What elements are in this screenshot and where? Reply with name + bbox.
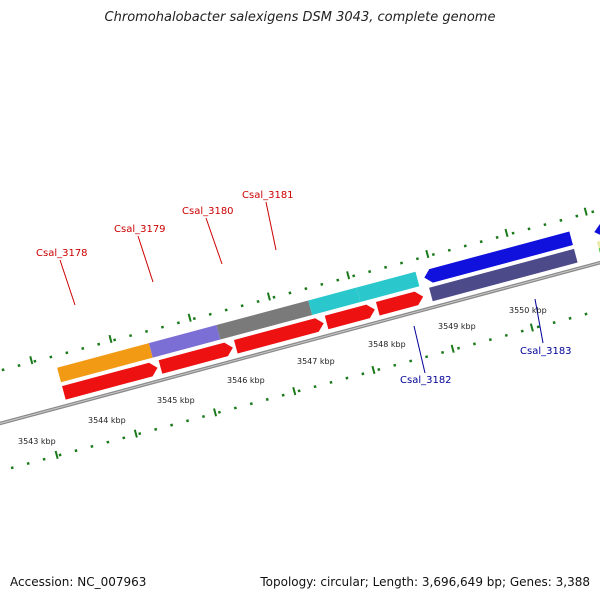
leader-csal-3178 xyxy=(59,259,76,306)
gene-label-csal-3179[interactable]: Csal_3179 xyxy=(114,224,166,235)
outer-major-tick xyxy=(504,228,509,237)
leader-csal-3183 xyxy=(534,298,544,344)
inner-major-tick xyxy=(292,387,297,396)
ruler-label: 3543 kbp xyxy=(18,437,56,446)
inner-major-tick xyxy=(529,323,534,332)
gene-csal-3183-arrow xyxy=(594,210,600,237)
gene-purple-block xyxy=(148,325,221,358)
gene-labels: Csal_3178 Csal_3179 Csal_3180 Csal_3181 … xyxy=(36,190,572,386)
genome-stats-text: Topology: circular; Length: 3,696,649 bp… xyxy=(260,575,590,589)
leader-csal-3182 xyxy=(413,325,426,374)
leader-csal-3181 xyxy=(265,201,277,251)
outer-tick-row xyxy=(0,158,600,389)
outer-major-tick xyxy=(425,249,430,259)
genome-backbone xyxy=(0,207,600,439)
reverse-gene-row xyxy=(424,210,600,302)
ruler-label: 3547 kbp xyxy=(297,357,335,366)
forward-gene-row xyxy=(57,271,424,400)
ruler-label: 3545 kbp xyxy=(157,396,195,405)
gene-csal-3180-block xyxy=(308,287,361,315)
gene-csal-3182-dark-block xyxy=(429,248,578,302)
ruler-label: 3550 kbp xyxy=(509,306,547,315)
map-title: Chromohalobacter salexigens DSM 3043, co… xyxy=(104,10,496,25)
outer-major-tick xyxy=(266,292,271,301)
gene-label-csal-3180[interactable]: Csal_3180 xyxy=(182,206,234,217)
outer-major-tick xyxy=(583,207,588,216)
outer-major-tick xyxy=(108,334,113,344)
inner-major-tick xyxy=(133,429,138,438)
inner-major-tick xyxy=(213,408,218,417)
gene-red-arrow-2 xyxy=(158,342,233,374)
gene-red-arrow-3 xyxy=(233,318,324,354)
gene-grey-block xyxy=(216,300,313,340)
gene-label-csal-3178[interactable]: Csal_3178 xyxy=(36,248,88,259)
gene-red-arrow-4 xyxy=(324,304,375,330)
gene-csal-3181-block xyxy=(356,271,420,303)
inner-major-tick xyxy=(371,365,376,375)
label-leaders xyxy=(59,201,544,374)
accession-text: Accession: NC_007963 xyxy=(10,575,147,589)
outer-major-tick xyxy=(346,271,351,280)
ruler-label: 3548 kbp xyxy=(368,340,406,349)
inner-major-tick xyxy=(450,344,455,353)
ruler-labels: 3543 kbp 3544 kbp 3545 kbp 3546 kbp 3547… xyxy=(18,306,547,446)
gene-orange-block xyxy=(57,343,153,383)
gene-label-csal-3183[interactable]: Csal_3183 xyxy=(520,346,572,357)
leader-csal-3180 xyxy=(205,217,223,265)
gene-red-arrow-1 xyxy=(62,362,158,400)
outer-major-tick xyxy=(29,356,34,365)
ruler-label: 3546 kbp xyxy=(227,376,265,385)
leader-csal-3179 xyxy=(137,235,154,283)
ruler-label: 3544 kbp xyxy=(88,416,126,425)
gene-label-csal-3182[interactable]: Csal_3182 xyxy=(400,375,452,386)
gene-csal-3182-arrow xyxy=(424,231,573,283)
inner-tick-row xyxy=(0,251,600,483)
outer-major-tick xyxy=(187,313,192,322)
inner-major-tick xyxy=(54,450,59,459)
ruler-label: 3549 kbp xyxy=(438,322,476,331)
gene-red-arrow-5 xyxy=(375,291,424,316)
gene-label-csal-3181[interactable]: Csal_3181 xyxy=(242,190,294,201)
